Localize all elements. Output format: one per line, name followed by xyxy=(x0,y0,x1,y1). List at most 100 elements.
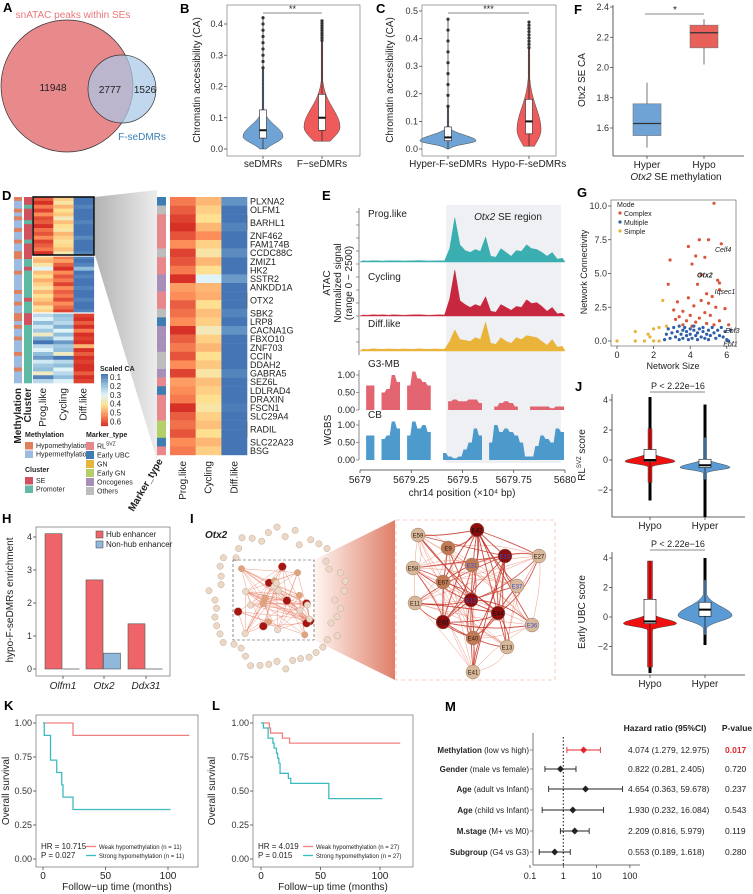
box-1 xyxy=(698,458,712,468)
methylation-cell xyxy=(14,290,22,295)
methylation-cell xyxy=(14,282,22,287)
heat-cell xyxy=(53,208,74,213)
heat-cell xyxy=(53,270,74,275)
hazard-ratio-text: 2.209 (0.816, 5.979) xyxy=(628,826,705,836)
methylation-cell xyxy=(14,301,22,306)
network-node xyxy=(333,632,341,640)
gene-label: OTX2 xyxy=(250,296,274,306)
venn-count-overlap: 2777 xyxy=(99,85,122,96)
network-node xyxy=(230,640,238,648)
point-complex xyxy=(675,300,679,304)
heat-cell xyxy=(195,334,222,344)
node-label: E36 xyxy=(527,624,538,630)
point-complex xyxy=(712,323,716,327)
heat-cell xyxy=(195,360,222,370)
heat-cell xyxy=(195,300,222,309)
network-edge xyxy=(297,572,311,622)
x-tick-label: 50 xyxy=(100,871,112,882)
marker-type-cell xyxy=(157,412,166,421)
heat-cell xyxy=(221,343,248,352)
text-span: Gender xyxy=(440,765,468,774)
point-complex xyxy=(703,255,707,259)
colorbar-segment xyxy=(101,377,108,380)
heat-cell xyxy=(53,355,74,361)
heat-cell xyxy=(195,326,222,335)
methylation-cell xyxy=(14,259,22,264)
node-label: E67 xyxy=(438,581,449,587)
heat-cell xyxy=(170,360,196,370)
colorbar-segment xyxy=(101,379,108,381)
legend-swatch xyxy=(95,540,104,549)
colorbar-segment xyxy=(101,414,108,416)
cluster-cell xyxy=(24,266,32,271)
row-label: Subgroup (G4 vs G3) xyxy=(450,848,529,857)
point-complex xyxy=(719,242,723,246)
y-tick-label: 0.4 xyxy=(210,19,223,29)
panel-letter: A xyxy=(3,0,13,15)
heat-cell xyxy=(195,386,222,395)
network-node xyxy=(323,636,331,644)
point-multiple xyxy=(692,324,696,328)
outlier-point xyxy=(527,26,531,31)
text-span: RL xyxy=(577,468,588,481)
outlier-point xyxy=(527,36,531,40)
network-edge xyxy=(245,591,264,604)
wgbs-tick-label: 1.00 xyxy=(337,370,355,380)
point-complex xyxy=(666,282,670,286)
legend-item: Hypermethylation xyxy=(36,452,91,459)
network-node xyxy=(219,639,227,646)
network-edge xyxy=(447,544,540,557)
heat-cell xyxy=(53,197,74,202)
network-node xyxy=(291,526,299,534)
point-complex xyxy=(717,288,722,292)
heat-cell xyxy=(170,283,196,292)
heat-cell xyxy=(170,429,196,438)
colorbar-segment xyxy=(101,402,108,405)
marker-type-cell xyxy=(157,369,166,378)
marker-type-cell xyxy=(157,429,166,438)
network-edge xyxy=(241,568,266,599)
wgbs-tick-label: 0.00 xyxy=(337,405,355,415)
heat-cell xyxy=(33,224,54,229)
network-edge xyxy=(442,581,474,673)
colorbar-tick-label: 0.5 xyxy=(110,409,122,418)
y-tick-label: 0.50 xyxy=(14,786,32,796)
point-complex xyxy=(710,294,714,299)
plot-frame xyxy=(35,526,171,677)
colorbar-segment xyxy=(101,385,108,388)
y-tick-label: 1 xyxy=(27,631,32,641)
heat-cell xyxy=(33,293,54,299)
heat-cell xyxy=(73,340,95,345)
point-multiple xyxy=(717,334,722,338)
point-simple xyxy=(657,325,661,330)
y-axis-label: hypo-F-seDMRs enrichment xyxy=(5,537,16,662)
x-axis-label: Follow−up time (months) xyxy=(278,882,388,893)
heat-cell xyxy=(221,283,248,292)
point-multiple xyxy=(664,332,669,336)
point-simple xyxy=(648,335,652,339)
point-simple xyxy=(657,339,661,343)
network-node xyxy=(220,554,227,562)
heat-cell xyxy=(53,317,74,322)
methylation-cell xyxy=(14,336,22,341)
atac-track-1 xyxy=(359,269,566,317)
heat-cell xyxy=(33,340,54,345)
colorbar-segment xyxy=(101,390,108,393)
network-edge xyxy=(263,603,278,630)
wgbs-segment xyxy=(407,421,431,460)
wgbs-segment xyxy=(366,385,375,410)
point-complex xyxy=(677,315,681,319)
marker-type-cell xyxy=(157,437,166,447)
methylation-cell xyxy=(14,359,22,364)
network-edge xyxy=(244,582,270,634)
colorbar-segment xyxy=(101,374,108,376)
colorbar-segment xyxy=(101,392,108,394)
network-edge xyxy=(250,604,301,611)
network-node xyxy=(301,631,309,639)
cluster-cell xyxy=(24,309,32,314)
text-span: Hypomethylation xyxy=(36,443,88,450)
atac-y-label: (range 0 − 2500) xyxy=(344,246,355,320)
heat-cell xyxy=(33,200,54,206)
methylation-cell xyxy=(14,247,22,252)
